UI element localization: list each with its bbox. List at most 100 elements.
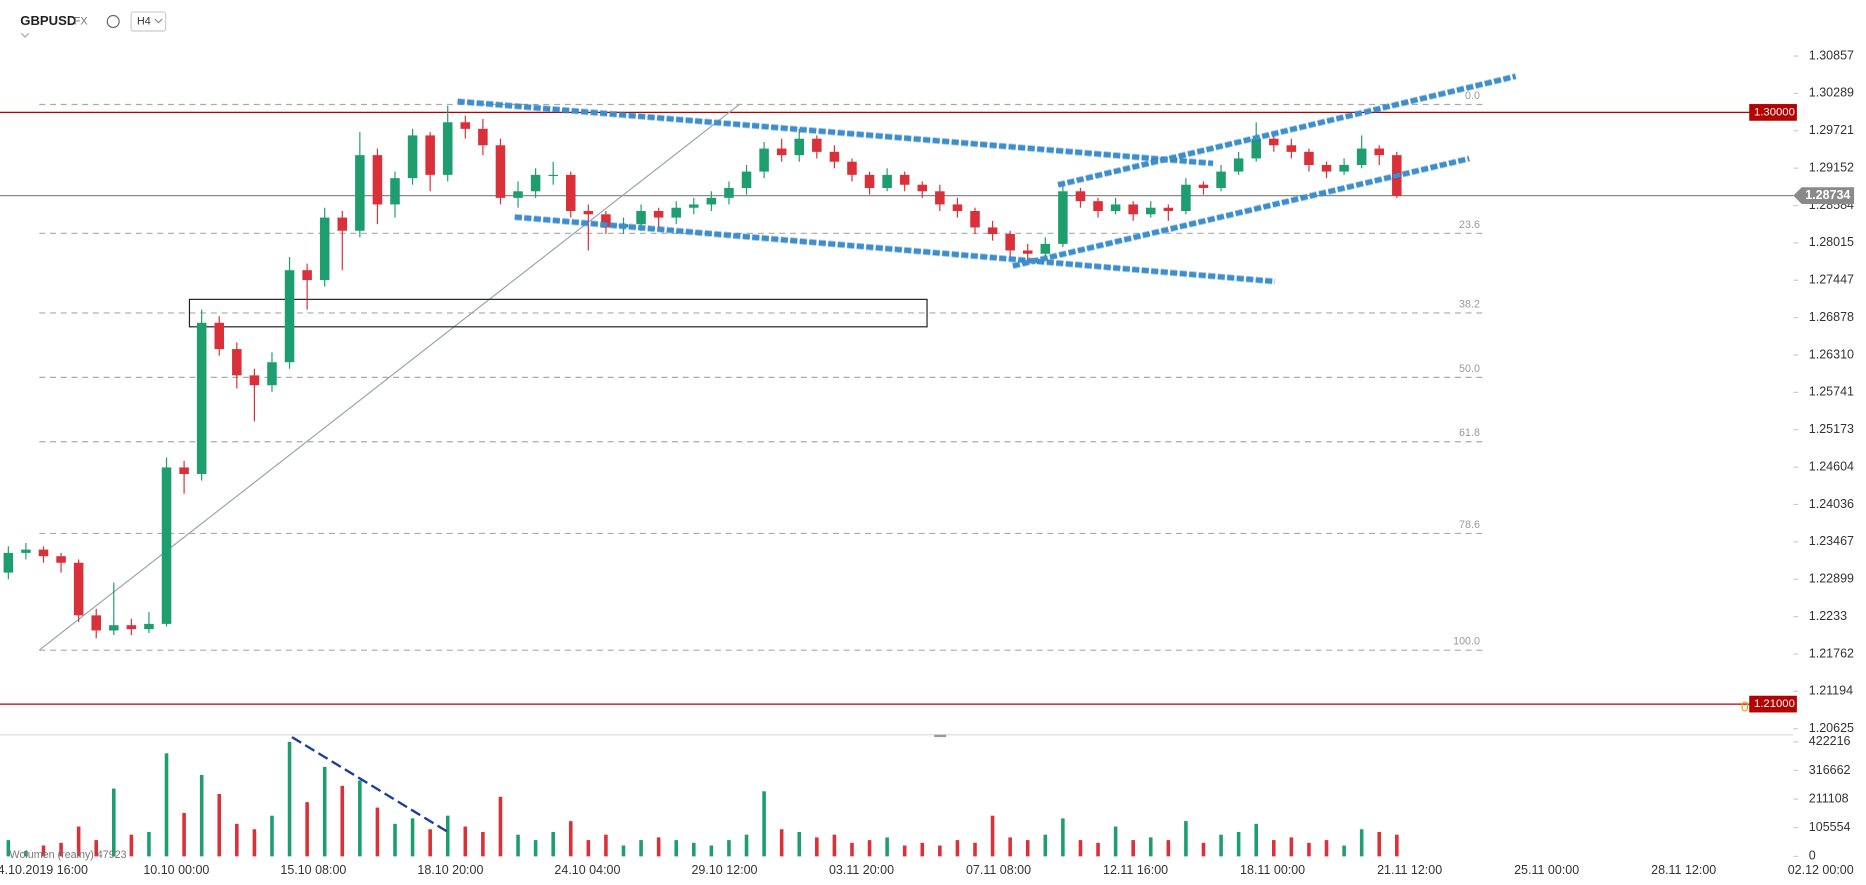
- candle-body: [724, 188, 734, 198]
- trendline[interactable]: [1057, 74, 1517, 188]
- y-tick-label: 1.2233: [1809, 609, 1847, 623]
- volume-bar: [129, 834, 134, 857]
- volume-tick-label: 211108: [1809, 791, 1849, 805]
- candle-body: [601, 214, 611, 228]
- volume-bar: [182, 812, 186, 857]
- volume-bar: [533, 840, 538, 857]
- volume-bar: [393, 823, 397, 857]
- y-tick-label: 1.26878: [1809, 310, 1854, 324]
- candle-body: [882, 174, 892, 189]
- volume-bar: [920, 842, 925, 857]
- volume-bar: [938, 845, 942, 857]
- candle-body: [144, 623, 154, 630]
- volume-bar: [1359, 829, 1364, 857]
- fib-label: 50.0: [1459, 363, 1480, 375]
- candle-body: [319, 217, 330, 281]
- volume-bar: [762, 791, 766, 857]
- volume-bar: [744, 834, 749, 857]
- volume-bar: [199, 775, 204, 857]
- x-tick-label: 07.11 08:00: [966, 863, 1031, 877]
- volume-bar: [797, 831, 802, 857]
- candle-body: [706, 197, 717, 205]
- trendline[interactable]: [514, 214, 1276, 284]
- candle-body: [56, 556, 66, 563]
- trendline[interactable]: [457, 99, 1214, 166]
- candle-body: [565, 174, 576, 212]
- volume-bar: [24, 850, 28, 857]
- y-tick-label: 1.24036: [1809, 497, 1854, 511]
- candle-body: [407, 135, 418, 179]
- volume-bar: [305, 802, 309, 857]
- volume-bar: [1025, 840, 1030, 857]
- info-icon[interactable]: [106, 14, 120, 29]
- x-tick-label: 10.10 00:00: [143, 863, 209, 877]
- volume-bar: [358, 780, 362, 857]
- zone-rectangle[interactable]: [188, 298, 928, 328]
- volume-bar: [955, 840, 960, 857]
- volume-bar: [1096, 842, 1100, 857]
- axes: 1.308571.302891.297211.291521.285841.280…: [0, 48, 1855, 877]
- symbol[interactable]: GBPUSD: [20, 13, 76, 28]
- interval-select[interactable]: [130, 11, 167, 32]
- volume-bar: [322, 766, 327, 857]
- price-badge: [1793, 187, 1855, 204]
- candle-body: [952, 204, 963, 212]
- volume-bar: [1131, 840, 1135, 857]
- candle-body: [267, 362, 277, 386]
- candle-body: [1251, 138, 1261, 159]
- candle-body: [970, 211, 980, 228]
- y-tick-label: 1.21194: [1809, 684, 1853, 698]
- candle-body: [1198, 184, 1209, 189]
- volume-tick-label: 0: [1809, 849, 1816, 863]
- candle-body: [442, 122, 453, 175]
- candle-body: [425, 135, 435, 175]
- y-tick-label: 1.21762: [1809, 646, 1854, 660]
- volume-bar: [1166, 840, 1171, 857]
- volume-bar: [902, 845, 907, 857]
- candle-body: [161, 467, 172, 624]
- volume-bar: [1201, 842, 1206, 857]
- x-tick-label: 03.11 20:00: [829, 863, 894, 877]
- volume-bar: [445, 815, 450, 857]
- candle-body: [1269, 138, 1279, 146]
- candle-body: [390, 178, 400, 205]
- volume-bar: [656, 837, 661, 857]
- candle-body: [126, 625, 137, 630]
- candle-body: [847, 161, 857, 175]
- candle-body: [899, 174, 910, 185]
- volume-bar: [112, 788, 116, 857]
- collapse-arrow[interactable]: [21, 32, 30, 38]
- volume-tick-label: 105554: [1809, 820, 1851, 834]
- fib-baseline[interactable]: [38, 104, 740, 651]
- candle-body: [91, 615, 101, 631]
- candle-body: [812, 138, 822, 152]
- candle-body: [1058, 191, 1068, 244]
- fib-label: 61.8: [1459, 427, 1480, 439]
- candle-body: [987, 227, 998, 235]
- x-tick-label: 24.10 04:00: [554, 863, 620, 877]
- volume-bar: [1289, 837, 1294, 857]
- candle-body: [1181, 184, 1191, 212]
- x-tick-label: 18.11 00:00: [1240, 863, 1305, 877]
- volume-bar: [41, 845, 46, 857]
- x-tick-label: 04.10.2019 16:00: [0, 863, 88, 877]
- fib-label: 100.0: [1453, 636, 1480, 648]
- candle-body: [3, 552, 14, 573]
- candle-body: [917, 184, 928, 192]
- candle-body: [741, 171, 752, 189]
- volume-bar: [1377, 831, 1382, 857]
- candle-body: [372, 155, 383, 205]
- trendline[interactable]: [1012, 156, 1470, 269]
- volume-bar: [340, 785, 345, 857]
- candle-body: [1022, 250, 1033, 254]
- volume-bar: [1254, 823, 1259, 857]
- candle-body: [935, 191, 945, 205]
- candle-body: [583, 211, 594, 215]
- volume-bar: [709, 845, 714, 857]
- candle-body: [636, 211, 646, 225]
- interval: H4: [137, 15, 151, 27]
- candle-body: [460, 122, 471, 129]
- x-tick-label: 28.11 12:00: [1651, 863, 1716, 877]
- candle-body: [196, 322, 207, 474]
- volume-bar: [252, 829, 257, 857]
